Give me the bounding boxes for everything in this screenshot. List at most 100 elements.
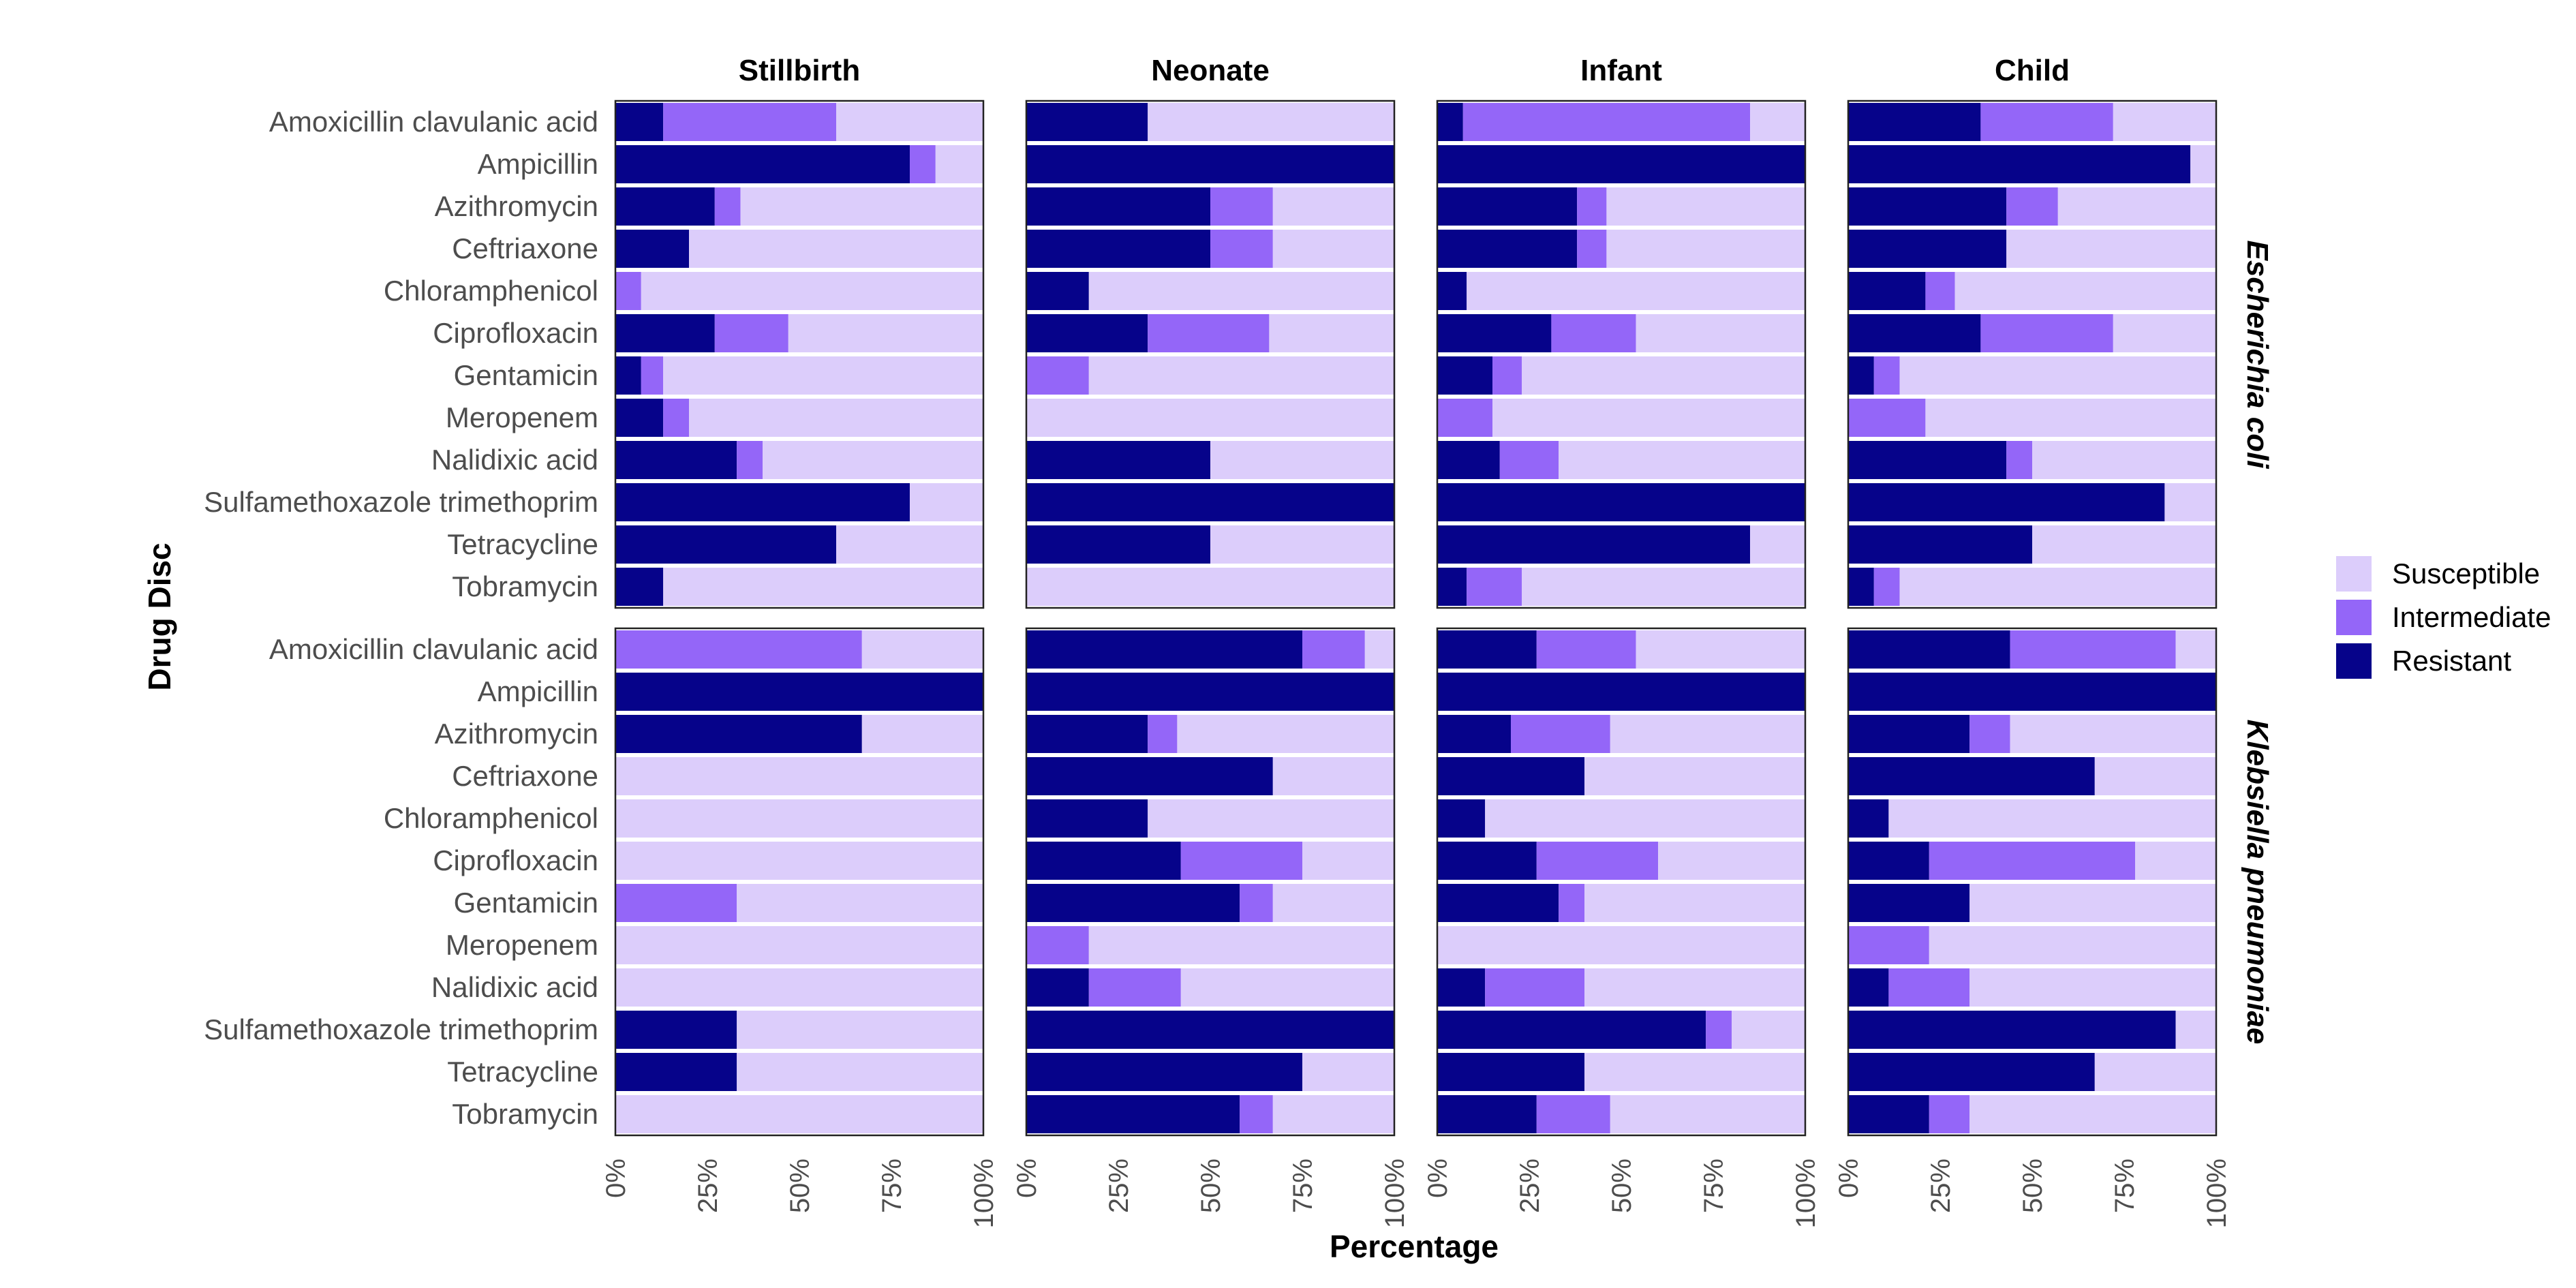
bar-susceptible-escherichia-coli-infant-meropenem bbox=[1492, 399, 1805, 437]
bar-resistant-escherichia-coli-neonate-ciprofloxacin bbox=[1026, 314, 1148, 352]
facet-column-title-child: Child bbox=[1995, 54, 2070, 87]
bar-intermediate-escherichia-coli-stillbirth-azithromycin bbox=[714, 187, 741, 226]
drug-label-amoxicillin-clavulanic-acid: Amoxicillin clavulanic acid bbox=[269, 106, 598, 138]
bar-susceptible-klebsiella-pneumoniae-stillbirth-nalidixic-acid bbox=[615, 968, 983, 1007]
bar-susceptible-klebsiella-pneumoniae-child-chloramphenicol bbox=[1888, 799, 2216, 838]
bar-intermediate-klebsiella-pneumoniae-child-meropenem bbox=[1848, 926, 1929, 964]
panel-border-klebsiella-pneumoniae-child bbox=[1847, 627, 2218, 1137]
bar-susceptible-escherichia-coli-child-ampicillin bbox=[2190, 145, 2216, 183]
bar-intermediate-escherichia-coli-stillbirth-meropenem bbox=[663, 399, 689, 437]
bar-resistant-klebsiella-pneumoniae-infant-sulfamethoxazole-trimethoprim bbox=[1437, 1011, 1706, 1049]
bar-susceptible-escherichia-coli-infant-amoxicillin-clavulanic-acid bbox=[1750, 103, 1805, 141]
drug-label-ceftriaxone: Ceftriaxone bbox=[452, 760, 598, 792]
bar-resistant-escherichia-coli-child-nalidixic-acid bbox=[1848, 441, 2007, 479]
x-tick-label-infant-3: 75% bbox=[1699, 1159, 1729, 1213]
bar-susceptible-klebsiella-pneumoniae-stillbirth-sulfamethoxazole-trimethoprim bbox=[737, 1011, 983, 1049]
bar-susceptible-escherichia-coli-infant-ceftriaxone bbox=[1606, 230, 1805, 268]
bar-susceptible-escherichia-coli-stillbirth-ceftriaxone bbox=[689, 230, 983, 268]
drug-label-gentamicin: Gentamicin bbox=[454, 887, 598, 919]
bar-susceptible-escherichia-coli-neonate-amoxicillin-clavulanic-acid bbox=[1148, 103, 1394, 141]
bar-susceptible-escherichia-coli-neonate-chloramphenicol bbox=[1088, 272, 1394, 310]
bar-susceptible-escherichia-coli-stillbirth-amoxicillin-clavulanic-acid bbox=[836, 103, 983, 141]
facet-row-title-escherichia-coli: Escherichia coli bbox=[2241, 240, 2274, 469]
bar-resistant-escherichia-coli-neonate-azithromycin bbox=[1026, 187, 1210, 226]
bar-susceptible-escherichia-coli-stillbirth-sulfamethoxazole-trimethoprim bbox=[910, 483, 983, 521]
bar-susceptible-klebsiella-pneumoniae-neonate-ciprofloxacin bbox=[1302, 842, 1394, 880]
drug-label-tobramycin: Tobramycin bbox=[452, 1098, 598, 1130]
bar-resistant-klebsiella-pneumoniae-neonate-tetracycline bbox=[1026, 1053, 1302, 1091]
bar-susceptible-escherichia-coli-infant-ciprofloxacin bbox=[1636, 314, 1805, 352]
bar-susceptible-escherichia-coli-child-chloramphenicol bbox=[1954, 272, 2216, 310]
bar-susceptible-escherichia-coli-child-sulfamethoxazole-trimethoprim bbox=[2164, 483, 2216, 521]
x-tick-label-infant-2: 50% bbox=[1607, 1159, 1637, 1213]
x-tick-label-stillbirth-4: 100% bbox=[969, 1159, 999, 1228]
bar-susceptible-klebsiella-pneumoniae-neonate-tetracycline bbox=[1302, 1053, 1394, 1091]
bar-intermediate-escherichia-coli-neonate-ciprofloxacin bbox=[1148, 314, 1270, 352]
bar-resistant-klebsiella-pneumoniae-child-nalidixic-acid bbox=[1848, 968, 1889, 1007]
drug-label-sulfamethoxazole-trimethoprim: Sulfamethoxazole trimethoprim bbox=[204, 1013, 598, 1045]
bar-susceptible-klebsiella-pneumoniae-infant-amoxicillin-clavulanic-acid bbox=[1636, 630, 1805, 669]
bar-susceptible-klebsiella-pneumoniae-infant-sulfamethoxazole-trimethoprim bbox=[1732, 1011, 1805, 1049]
bar-resistant-klebsiella-pneumoniae-neonate-azithromycin bbox=[1026, 715, 1148, 753]
bar-resistant-klebsiella-pneumoniae-child-azithromycin bbox=[1848, 715, 1970, 753]
bar-susceptible-escherichia-coli-infant-tetracycline bbox=[1750, 525, 1805, 564]
bar-susceptible-escherichia-coli-stillbirth-azithromycin bbox=[740, 187, 983, 226]
bar-intermediate-klebsiella-pneumoniae-neonate-nalidixic-acid bbox=[1088, 968, 1181, 1007]
bar-susceptible-klebsiella-pneumoniae-child-meropenem bbox=[1929, 926, 2216, 964]
bar-intermediate-escherichia-coli-stillbirth-ciprofloxacin bbox=[714, 314, 788, 352]
bar-susceptible-klebsiella-pneumoniae-child-nalidixic-acid bbox=[1969, 968, 2216, 1007]
bar-resistant-klebsiella-pneumoniae-child-ciprofloxacin bbox=[1848, 842, 1929, 880]
x-tick-label-stillbirth-0: 0% bbox=[601, 1159, 631, 1198]
bar-resistant-klebsiella-pneumoniae-stillbirth-ampicillin bbox=[615, 673, 983, 711]
bar-resistant-escherichia-coli-stillbirth-nalidixic-acid bbox=[615, 441, 737, 479]
drug-label-azithromycin: Azithromycin bbox=[435, 718, 598, 750]
bar-resistant-escherichia-coli-stillbirth-ciprofloxacin bbox=[615, 314, 715, 352]
bar-resistant-escherichia-coli-stillbirth-meropenem bbox=[615, 399, 664, 437]
bar-susceptible-escherichia-coli-neonate-tobramycin bbox=[1026, 568, 1394, 606]
bar-resistant-escherichia-coli-infant-ampicillin bbox=[1437, 145, 1805, 183]
bar-susceptible-escherichia-coli-neonate-gentamicin bbox=[1088, 356, 1394, 395]
bar-resistant-klebsiella-pneumoniae-infant-ampicillin bbox=[1437, 673, 1805, 711]
bar-susceptible-escherichia-coli-child-tobramycin bbox=[1899, 568, 2216, 606]
bar-intermediate-escherichia-coli-stillbirth-amoxicillin-clavulanic-acid bbox=[663, 103, 836, 141]
bar-resistant-klebsiella-pneumoniae-child-ampicillin bbox=[1848, 673, 2216, 711]
bar-susceptible-klebsiella-pneumoniae-stillbirth-gentamicin bbox=[737, 884, 983, 922]
bar-resistant-escherichia-coli-infant-azithromycin bbox=[1437, 187, 1578, 226]
bar-intermediate-klebsiella-pneumoniae-infant-nalidixic-acid bbox=[1485, 968, 1584, 1007]
bar-resistant-klebsiella-pneumoniae-neonate-ciprofloxacin bbox=[1026, 842, 1181, 880]
bar-resistant-klebsiella-pneumoniae-stillbirth-sulfamethoxazole-trimethoprim bbox=[615, 1011, 737, 1049]
y-axis-title: Drug Disc bbox=[142, 542, 177, 690]
x-tick-label-child-1: 25% bbox=[1926, 1159, 1956, 1213]
bar-resistant-klebsiella-pneumoniae-infant-chloramphenicol bbox=[1437, 799, 1486, 838]
bar-susceptible-escherichia-coli-infant-azithromycin bbox=[1606, 187, 1805, 226]
bar-resistant-klebsiella-pneumoniae-infant-azithromycin bbox=[1437, 715, 1511, 753]
panel-border-escherichia-coli-stillbirth bbox=[614, 99, 985, 609]
panel-border-klebsiella-pneumoniae-infant bbox=[1436, 627, 1807, 1137]
bar-intermediate-escherichia-coli-stillbirth-nalidixic-acid bbox=[737, 441, 763, 479]
bar-susceptible-klebsiella-pneumoniae-infant-gentamicin bbox=[1584, 884, 1805, 922]
bar-susceptible-klebsiella-pneumoniae-neonate-tobramycin bbox=[1272, 1095, 1394, 1133]
bar-susceptible-klebsiella-pneumoniae-child-tetracycline bbox=[2094, 1053, 2216, 1091]
bar-intermediate-klebsiella-pneumoniae-infant-ciprofloxacin bbox=[1536, 842, 1658, 880]
bar-susceptible-klebsiella-pneumoniae-stillbirth-ceftriaxone bbox=[615, 757, 983, 795]
bar-susceptible-klebsiella-pneumoniae-infant-tobramycin bbox=[1610, 1095, 1805, 1133]
x-axis-title: Percentage bbox=[1330, 1229, 1499, 1264]
bar-susceptible-escherichia-coli-stillbirth-chloramphenicol bbox=[641, 272, 983, 310]
bar-resistant-klebsiella-pneumoniae-child-tobramycin bbox=[1848, 1095, 1929, 1133]
bar-intermediate-klebsiella-pneumoniae-child-ciprofloxacin bbox=[1929, 842, 2136, 880]
bar-susceptible-escherichia-coli-neonate-azithromycin bbox=[1272, 187, 1394, 226]
legend-swatch-intermediate bbox=[2336, 600, 2372, 635]
bar-intermediate-klebsiella-pneumoniae-child-tobramycin bbox=[1929, 1095, 1970, 1133]
drug-label-tobramycin: Tobramycin bbox=[452, 570, 598, 602]
drug-label-tetracycline: Tetracycline bbox=[447, 1056, 598, 1088]
drug-label-gentamicin: Gentamicin bbox=[454, 359, 598, 391]
bar-susceptible-klebsiella-pneumoniae-neonate-azithromycin bbox=[1177, 715, 1394, 753]
drug-label-ceftriaxone: Ceftriaxone bbox=[452, 232, 598, 264]
bar-intermediate-klebsiella-pneumoniae-child-amoxicillin-clavulanic-acid bbox=[2010, 630, 2176, 669]
bar-intermediate-escherichia-coli-infant-nalidixic-acid bbox=[1499, 441, 1559, 479]
x-tick-label-neonate-2: 50% bbox=[1196, 1159, 1226, 1213]
bar-resistant-escherichia-coli-stillbirth-azithromycin bbox=[615, 187, 715, 226]
bar-susceptible-klebsiella-pneumoniae-infant-tetracycline bbox=[1584, 1053, 1805, 1091]
bar-intermediate-klebsiella-pneumoniae-stillbirth-amoxicillin-clavulanic-acid bbox=[615, 630, 862, 669]
bar-susceptible-escherichia-coli-infant-chloramphenicol bbox=[1467, 272, 1805, 310]
